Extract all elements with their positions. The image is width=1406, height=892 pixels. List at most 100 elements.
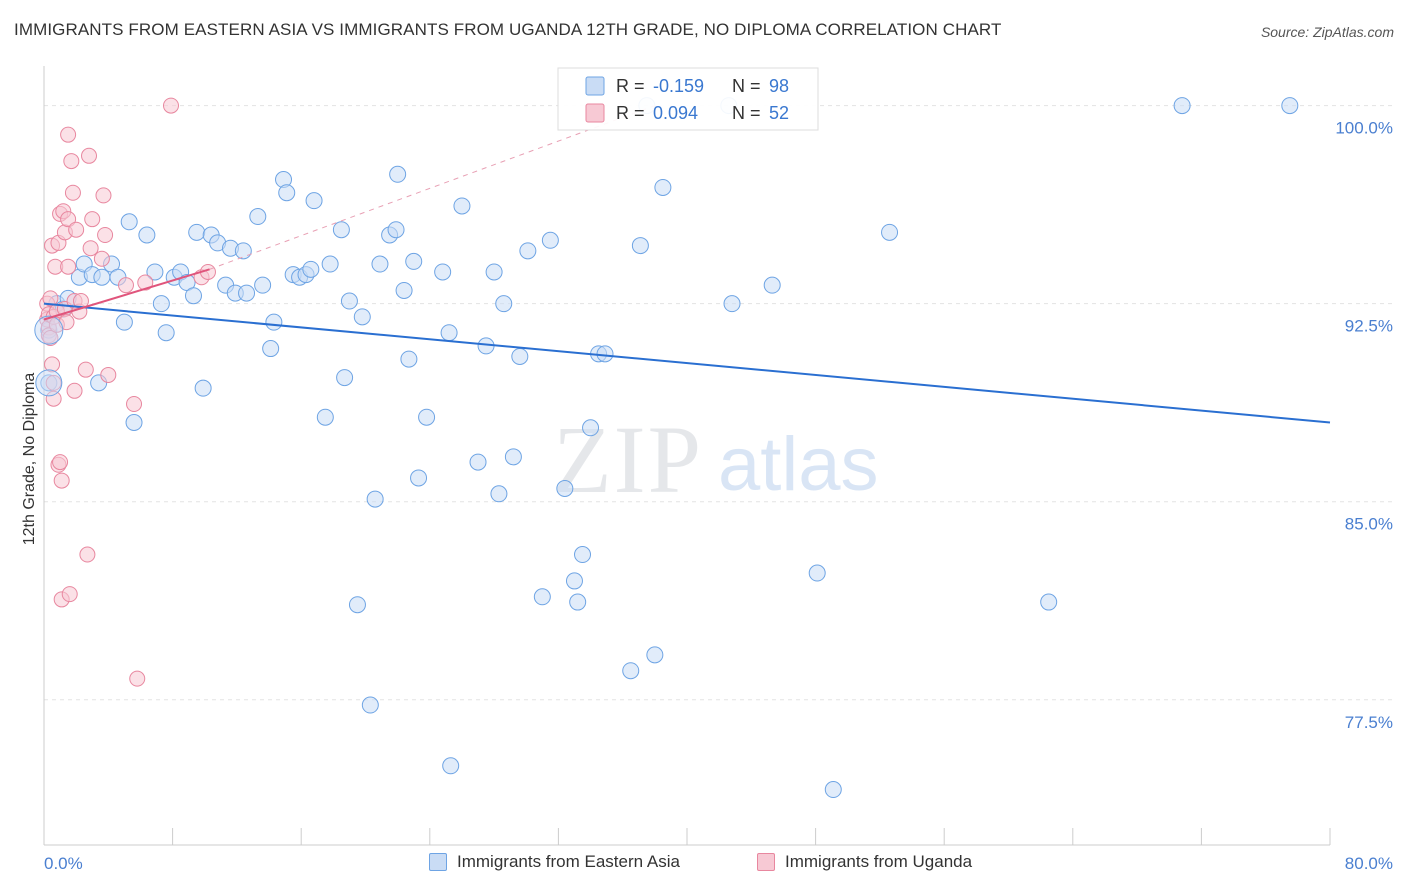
data-point-eastern-asia: [400, 350, 418, 368]
data-point-eastern-asia: [254, 276, 272, 294]
data-point-eastern-asia: [138, 226, 156, 244]
data-point-eastern-asia: [305, 192, 323, 210]
data-point-eastern-asia: [490, 485, 508, 503]
stats-n-label: N =: [732, 76, 761, 96]
data-point-uganda: [129, 670, 146, 687]
data-point-uganda: [137, 274, 154, 291]
data-point-eastern-asia: [723, 295, 741, 313]
data-point-eastern-asia: [35, 369, 63, 397]
data-point-eastern-asia: [366, 490, 384, 508]
data-point-eastern-asia: [533, 588, 551, 606]
data-point-eastern-asia: [120, 213, 138, 231]
data-point-eastern-asia: [238, 284, 256, 302]
data-point-eastern-asia: [418, 408, 436, 426]
data-point-eastern-asia: [881, 223, 899, 241]
data-point-uganda: [126, 396, 143, 413]
chart-title: IMMIGRANTS FROM EASTERN ASIA VS IMMIGRAN…: [14, 20, 1002, 39]
y-tick-label: 85.0%: [1345, 515, 1393, 534]
data-point-uganda: [68, 221, 85, 238]
data-point-eastern-asia: [321, 255, 339, 273]
data-point-eastern-asia: [316, 408, 334, 426]
data-point-eastern-asia: [188, 223, 206, 241]
data-point-eastern-asia: [234, 242, 252, 260]
data-point-eastern-asia: [763, 276, 781, 294]
data-point-eastern-asia: [1040, 593, 1058, 611]
trend-line-uganda: [43, 268, 210, 321]
data-point-eastern-asia: [249, 208, 267, 226]
data-point-uganda: [77, 361, 94, 378]
data-point-eastern-asia: [622, 662, 640, 680]
data-point-uganda: [95, 187, 112, 204]
data-point-uganda: [100, 366, 117, 383]
data-point-eastern-asia: [278, 184, 296, 202]
data-point-uganda: [63, 153, 80, 170]
watermark-atlas: atlas: [718, 422, 879, 507]
data-point-uganda: [42, 290, 59, 307]
stats-r-label: R =: [616, 76, 645, 96]
data-point-eastern-asia: [371, 255, 389, 273]
data-point-eastern-asia: [565, 572, 583, 590]
data-point-eastern-asia: [824, 781, 842, 799]
x-tick-label: 80.0%: [1345, 854, 1393, 873]
data-point-uganda: [60, 211, 77, 228]
axis-layer: 77.5% 85.0% 92.5% 100.0% 0.0% 80.0%: [43, 66, 1393, 873]
data-point-uganda: [52, 454, 69, 471]
data-point-eastern-asia: [146, 263, 164, 281]
data-point-uganda: [162, 97, 179, 114]
y-tick-label: 92.5%: [1345, 317, 1393, 336]
data-point-eastern-asia: [434, 263, 452, 281]
stats-swatch: [585, 103, 605, 123]
data-point-eastern-asia: [348, 596, 366, 614]
data-point-eastern-asia: [808, 564, 826, 582]
stats-swatch: [585, 76, 605, 96]
y-tick-label: 77.5%: [1345, 713, 1393, 732]
y-tick-label: 100.0%: [1335, 119, 1393, 138]
data-point-eastern-asia: [556, 480, 574, 498]
data-point-eastern-asia: [395, 281, 413, 299]
points-layer: [34, 97, 1299, 799]
data-point-uganda: [117, 277, 134, 294]
data-point-eastern-asia: [582, 419, 600, 437]
data-point-eastern-asia: [157, 324, 175, 342]
data-point-uganda: [81, 147, 98, 164]
grid-layer: [44, 105, 1394, 701]
data-point-uganda: [93, 250, 110, 267]
data-point-eastern-asia: [574, 546, 592, 564]
data-point-eastern-asia: [184, 287, 202, 305]
source-label: Source: ZipAtlas.com: [1260, 24, 1394, 40]
data-point-eastern-asia: [262, 340, 280, 358]
y-axis-label: 12th Grade, No Diploma: [21, 373, 38, 546]
data-point-uganda: [66, 382, 83, 399]
stats-n-label: N =: [732, 103, 761, 123]
data-point-eastern-asia: [152, 295, 170, 313]
data-point-eastern-asia: [302, 260, 320, 278]
stats-n-value: 52: [769, 103, 789, 123]
data-point-eastern-asia: [569, 593, 587, 611]
data-point-eastern-asia: [265, 313, 283, 331]
data-point-eastern-asia: [361, 696, 379, 714]
data-point-eastern-asia: [596, 345, 614, 363]
stats-n-value: 98: [769, 76, 789, 96]
data-point-uganda: [53, 472, 70, 489]
trend-line-eastern-asia: [43, 302, 1331, 424]
data-point-eastern-asia: [485, 263, 503, 281]
data-point-eastern-asia: [453, 197, 471, 215]
data-point-uganda: [84, 211, 101, 228]
watermark: ZIP atlas: [553, 406, 879, 513]
stats-r-label: R =: [616, 103, 645, 123]
data-point-eastern-asia: [1281, 97, 1299, 115]
data-point-uganda: [61, 586, 78, 603]
data-point-eastern-asia: [410, 469, 428, 487]
data-point-eastern-asia: [194, 379, 212, 397]
x-tick-label: 0.0%: [44, 854, 83, 873]
legend-item-eastern-asia[interactable]: Immigrants from Eastern Asia: [429, 852, 680, 872]
watermark-zip: ZIP: [553, 406, 703, 513]
data-point-eastern-asia: [495, 295, 513, 313]
legend-item-uganda[interactable]: Immigrants from Uganda: [757, 852, 972, 872]
data-point-eastern-asia: [332, 221, 350, 239]
data-point-uganda: [64, 184, 81, 201]
data-point-eastern-asia: [654, 178, 672, 196]
data-point-eastern-asia: [646, 646, 664, 664]
legend-swatch-eastern-asia: [429, 853, 447, 871]
